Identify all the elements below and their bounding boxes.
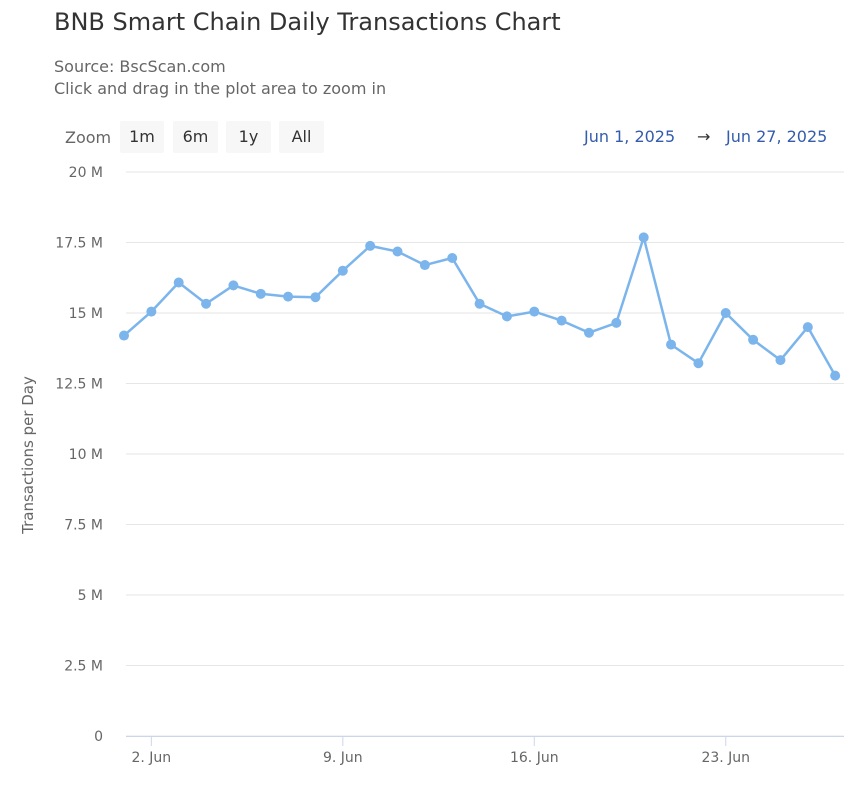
zoom-label: Zoom — [65, 128, 112, 147]
x-tick-label: 16. Jun — [510, 750, 559, 766]
y-tick-label: 20 M — [69, 165, 103, 181]
chart-source: Source: BscScan.com — [54, 57, 226, 76]
y-tick-label: 17.5 M — [55, 236, 103, 252]
data-point — [775, 355, 786, 366]
data-point — [337, 265, 348, 276]
zoom-1m-button[interactable]: 1m — [120, 121, 164, 153]
data-point — [447, 253, 458, 264]
zoom-all-button[interactable]: All — [279, 121, 324, 153]
y-tick-label: 10 M — [69, 447, 103, 463]
y-tick-label: 15 M — [69, 306, 103, 322]
data-point — [693, 358, 704, 369]
data-point — [201, 298, 212, 309]
data-point — [583, 327, 594, 338]
x-tick-label: 23. Jun — [701, 750, 750, 766]
data-point — [638, 232, 649, 243]
series-transactions — [119, 232, 841, 381]
data-point — [529, 306, 540, 317]
y-tick-label: 7.5 M — [64, 518, 103, 534]
chart-zoom-hint: Click and drag in the plot area to zoom … — [54, 79, 387, 98]
data-point — [392, 246, 403, 257]
y-tick-label: 2.5 M — [64, 659, 103, 675]
data-point — [419, 260, 430, 271]
grid-lines — [126, 171, 844, 737]
y-axis-title: Transactions per Day — [19, 376, 37, 535]
data-point — [474, 298, 485, 309]
data-point — [720, 308, 731, 318]
data-point — [173, 277, 184, 288]
data-point — [146, 306, 157, 317]
data-point — [830, 370, 841, 381]
x-axis: 2. Jun 9. Jun 16. Jun 23. Jun — [126, 736, 844, 766]
x-tick-label: 2. Jun — [132, 750, 172, 766]
y-tick-label: 0 — [94, 729, 103, 745]
data-point — [228, 280, 239, 291]
chart-title: BNB Smart Chain Daily Transactions Chart — [54, 8, 561, 36]
data-point — [310, 292, 321, 303]
data-point — [119, 330, 129, 341]
x-tick-label: 9. Jun — [323, 750, 363, 766]
zoom-6m-button[interactable]: 6m — [173, 121, 218, 153]
data-point — [666, 339, 677, 350]
data-point — [365, 240, 376, 251]
y-tick-label: 5 M — [78, 588, 103, 604]
data-point — [255, 288, 266, 299]
zoom-1y-button[interactable]: 1y — [226, 121, 271, 153]
y-axis: 0 2.5 M 5 M 7.5 M 10 M 12.5 M 15 M 17.5 M 20 M — [55, 165, 103, 745]
data-point — [283, 291, 294, 302]
range-to-input[interactable]: Jun 27, 2025 — [726, 127, 828, 146]
data-point — [748, 334, 759, 345]
data-point — [611, 317, 622, 328]
y-tick-label: 12.5 M — [55, 377, 103, 393]
data-point — [556, 315, 567, 326]
range-from-input[interactable]: Jun 1, 2025 — [584, 127, 676, 146]
data-point — [802, 322, 813, 333]
data-point — [501, 311, 512, 322]
range-arrow-icon: → — [697, 127, 711, 146]
